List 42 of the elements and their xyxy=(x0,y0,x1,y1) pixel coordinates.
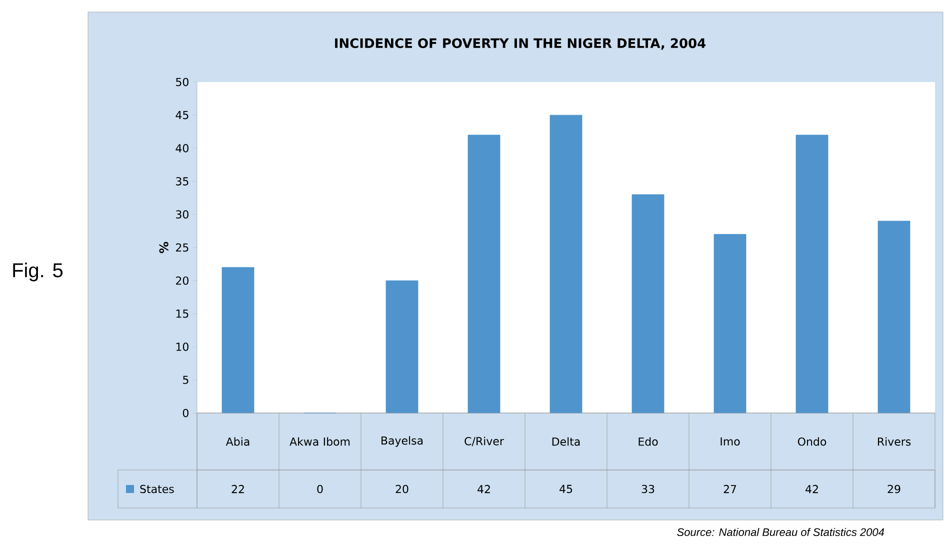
bar xyxy=(222,267,254,414)
bar xyxy=(714,234,746,414)
bar xyxy=(878,220,910,414)
data-label: 27 xyxy=(724,484,736,494)
x-tick-label: Abia xyxy=(226,437,250,446)
bar xyxy=(386,280,418,414)
y-tick-label: 25 xyxy=(176,243,188,252)
x-tick-label: Bayelsa xyxy=(382,436,423,447)
bar xyxy=(550,114,582,414)
y-tick-label: 20 xyxy=(176,276,188,285)
y-tick-label: 5 xyxy=(183,376,188,384)
legend-label: States xyxy=(140,484,174,494)
x-tick-label: Ondo xyxy=(798,437,826,446)
x-tick-label: Akwa Ibom xyxy=(290,437,350,446)
y-tick-label: 10 xyxy=(176,342,188,351)
y-axis-title: % xyxy=(159,242,168,254)
chart-title: INCIDENCE OF POVERTY IN THE NIGER DELTA, 2004 xyxy=(335,38,706,50)
x-tick-label: Rivers xyxy=(878,437,911,446)
data-label: 42 xyxy=(806,484,818,494)
y-tick-label: 15 xyxy=(176,310,188,318)
y-tick-label: 30 xyxy=(176,210,188,219)
data-label: 22 xyxy=(232,484,244,494)
y-tick-label: 0 xyxy=(182,408,188,418)
bar xyxy=(796,134,828,414)
data-label: 45 xyxy=(560,484,572,494)
source-note: Source: National Bureau of Statistics 2004 xyxy=(677,528,884,536)
data-label: 33 xyxy=(642,484,654,494)
y-tick-label: 35 xyxy=(176,177,188,186)
x-tick-label: Edo xyxy=(638,437,658,446)
bar xyxy=(632,194,664,414)
y-tick-label: 40 xyxy=(176,144,188,152)
y-tick-label: 45 xyxy=(176,111,188,120)
data-label: 42 xyxy=(478,484,490,494)
bar xyxy=(468,134,500,414)
y-tick-label: 50 xyxy=(176,78,188,86)
x-tick-label: Imo xyxy=(720,437,740,446)
x-tick-label: Delta xyxy=(552,437,580,446)
data-label: 20 xyxy=(396,484,408,494)
x-tick-label: C/River xyxy=(464,436,504,446)
data-label: 0 xyxy=(317,484,323,494)
data-label: 29 xyxy=(888,484,900,494)
caption: Fig. 5 xyxy=(13,262,63,282)
